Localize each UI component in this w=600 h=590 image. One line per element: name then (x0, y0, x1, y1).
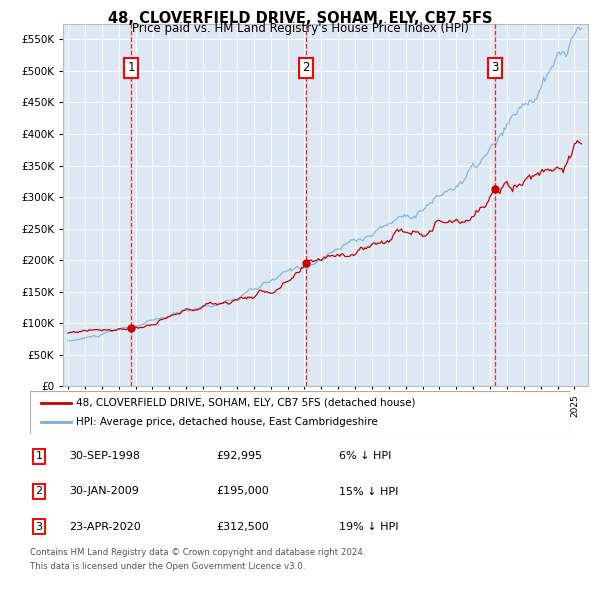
Text: 30-JAN-2009: 30-JAN-2009 (69, 487, 139, 496)
Text: £312,500: £312,500 (216, 522, 269, 532)
Text: HPI: Average price, detached house, East Cambridgeshire: HPI: Average price, detached house, East… (76, 417, 377, 427)
Text: 19% ↓ HPI: 19% ↓ HPI (339, 522, 398, 532)
Text: 48, CLOVERFIELD DRIVE, SOHAM, ELY, CB7 5FS: 48, CLOVERFIELD DRIVE, SOHAM, ELY, CB7 5… (108, 11, 492, 25)
Text: 3: 3 (491, 61, 499, 74)
Text: £92,995: £92,995 (216, 451, 262, 461)
Text: 3: 3 (35, 522, 43, 532)
Text: Contains HM Land Registry data © Crown copyright and database right 2024.: Contains HM Land Registry data © Crown c… (30, 548, 365, 556)
Text: 2: 2 (302, 61, 310, 74)
Text: This data is licensed under the Open Government Licence v3.0.: This data is licensed under the Open Gov… (30, 562, 305, 571)
Text: 1: 1 (35, 451, 43, 461)
Text: 2: 2 (35, 487, 43, 496)
Text: 23-APR-2020: 23-APR-2020 (69, 522, 141, 532)
Text: 30-SEP-1998: 30-SEP-1998 (69, 451, 140, 461)
Text: 48, CLOVERFIELD DRIVE, SOHAM, ELY, CB7 5FS (detached house): 48, CLOVERFIELD DRIVE, SOHAM, ELY, CB7 5… (76, 398, 415, 408)
Text: Price paid vs. HM Land Registry's House Price Index (HPI): Price paid vs. HM Land Registry's House … (131, 22, 469, 35)
Text: 15% ↓ HPI: 15% ↓ HPI (339, 487, 398, 496)
Text: 6% ↓ HPI: 6% ↓ HPI (339, 451, 391, 461)
Text: 1: 1 (128, 61, 135, 74)
Text: £195,000: £195,000 (216, 487, 269, 496)
FancyBboxPatch shape (30, 391, 570, 434)
